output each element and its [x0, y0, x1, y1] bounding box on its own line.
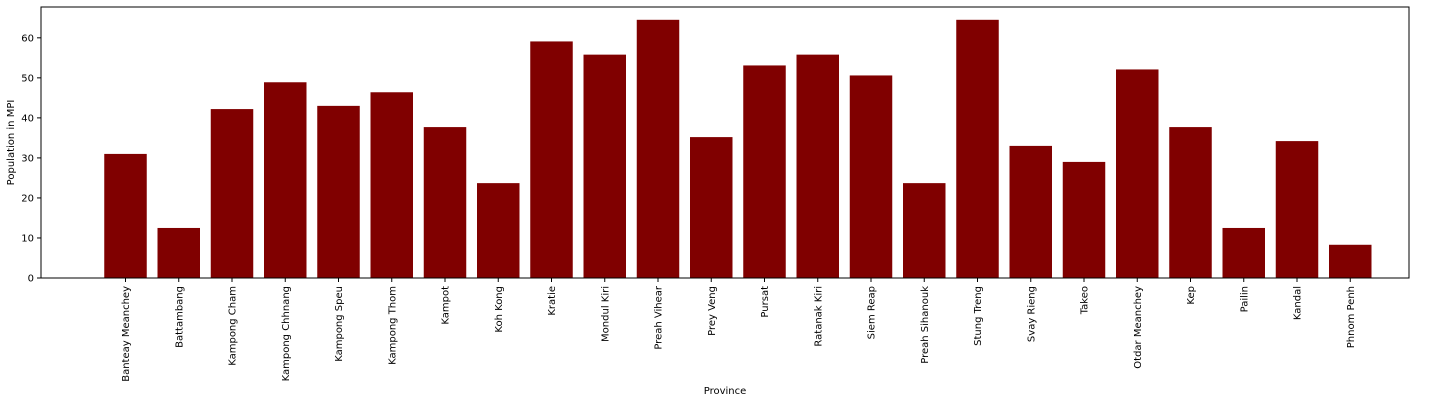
y-tick-label: 30: [21, 153, 34, 164]
x-tick-label: Ratanak Kiri: [813, 286, 824, 347]
x-tick-label: Kampot: [441, 286, 452, 325]
y-tick-label: 0: [28, 274, 34, 285]
x-tick-label: Stung Treng: [973, 286, 984, 346]
x-tick-label: Siem Reap: [867, 286, 878, 339]
bar-pailin: [1222, 227, 1265, 278]
bar-prey-veng: [690, 137, 733, 278]
y-axis-label: Population in MPI: [6, 100, 17, 186]
x-tick-label: Mondul Kiri: [600, 286, 611, 342]
y-tick-label: 20: [21, 193, 34, 204]
x-tick-label: Preah Vihear: [654, 285, 665, 350]
x-tick-label: Takeo: [1080, 286, 1091, 315]
bar-preah-vihear: [636, 19, 680, 279]
x-axis-label: Province: [704, 386, 747, 397]
x-axis: Banteay Meanchey Battambang Kampong Cham Ka…: [121, 278, 1357, 382]
x-tick-label: Kampong Speu: [334, 286, 345, 362]
bar-svay-rieng: [1009, 145, 1052, 278]
plot-frame: [40, 6, 1410, 279]
x-tick-label: Pailin: [1239, 286, 1250, 312]
bar-siem-reap: [849, 75, 893, 278]
x-tick-label: Kampong Thom: [387, 286, 398, 365]
bar-stung-treng: [956, 19, 999, 279]
bar-kampong-thom: [370, 92, 413, 278]
y-tick-label: 50: [21, 73, 34, 84]
x-tick-label: Kratie: [547, 286, 558, 316]
bar-kampong-cham: [210, 109, 254, 278]
bar-takeo: [1062, 161, 1106, 278]
x-tick-label: Otdar Meanchey: [1133, 286, 1144, 369]
y-tick-label: 60: [21, 33, 34, 44]
bar-kep: [1169, 127, 1212, 278]
bar-otdar-meanchey: [1116, 69, 1159, 278]
bar-koh-kong: [477, 183, 520, 278]
x-tick-label: Preah Sihanouk: [920, 286, 931, 364]
bar-mondul-kiri: [583, 54, 626, 278]
x-tick-label: Kep: [1186, 286, 1197, 305]
x-tick-label: Kandal: [1293, 286, 1304, 320]
x-tick-label: Banteay Meanchey: [121, 286, 132, 382]
bar-ratanak-kiri: [796, 54, 839, 278]
x-tick-label: Battambang: [174, 286, 185, 348]
y-axis: 0 10 20 30 40 50 60: [21, 33, 41, 285]
x-tick-label: Kampong Cham: [228, 286, 239, 366]
x-tick-label: Koh Kong: [494, 286, 505, 333]
x-tick-label: Phnom Penh: [1346, 286, 1357, 348]
bar-kampong-chhnang: [264, 82, 307, 278]
y-tick-label: 40: [21, 113, 34, 124]
x-tick-label: Kampong Chhnang: [281, 286, 292, 381]
bar-kampot: [423, 127, 467, 278]
bar-preah-sihanouk: [903, 183, 946, 278]
x-tick-label: Svay Rieng: [1026, 286, 1037, 342]
bar-kampong-speu: [317, 105, 360, 279]
bar-kandal: [1275, 141, 1319, 278]
bar-phnom-penh: [1329, 244, 1372, 278]
bar-banteay-meanchey: [104, 153, 147, 278]
x-tick-label: Prey Veng: [707, 286, 718, 336]
bar-kratie: [530, 41, 573, 279]
x-tick-label: Pursat: [760, 286, 771, 318]
bar-battambang: [157, 227, 200, 278]
y-tick-label: 10: [21, 233, 34, 244]
bars-group: [104, 19, 1372, 279]
bar-pursat: [743, 65, 786, 278]
